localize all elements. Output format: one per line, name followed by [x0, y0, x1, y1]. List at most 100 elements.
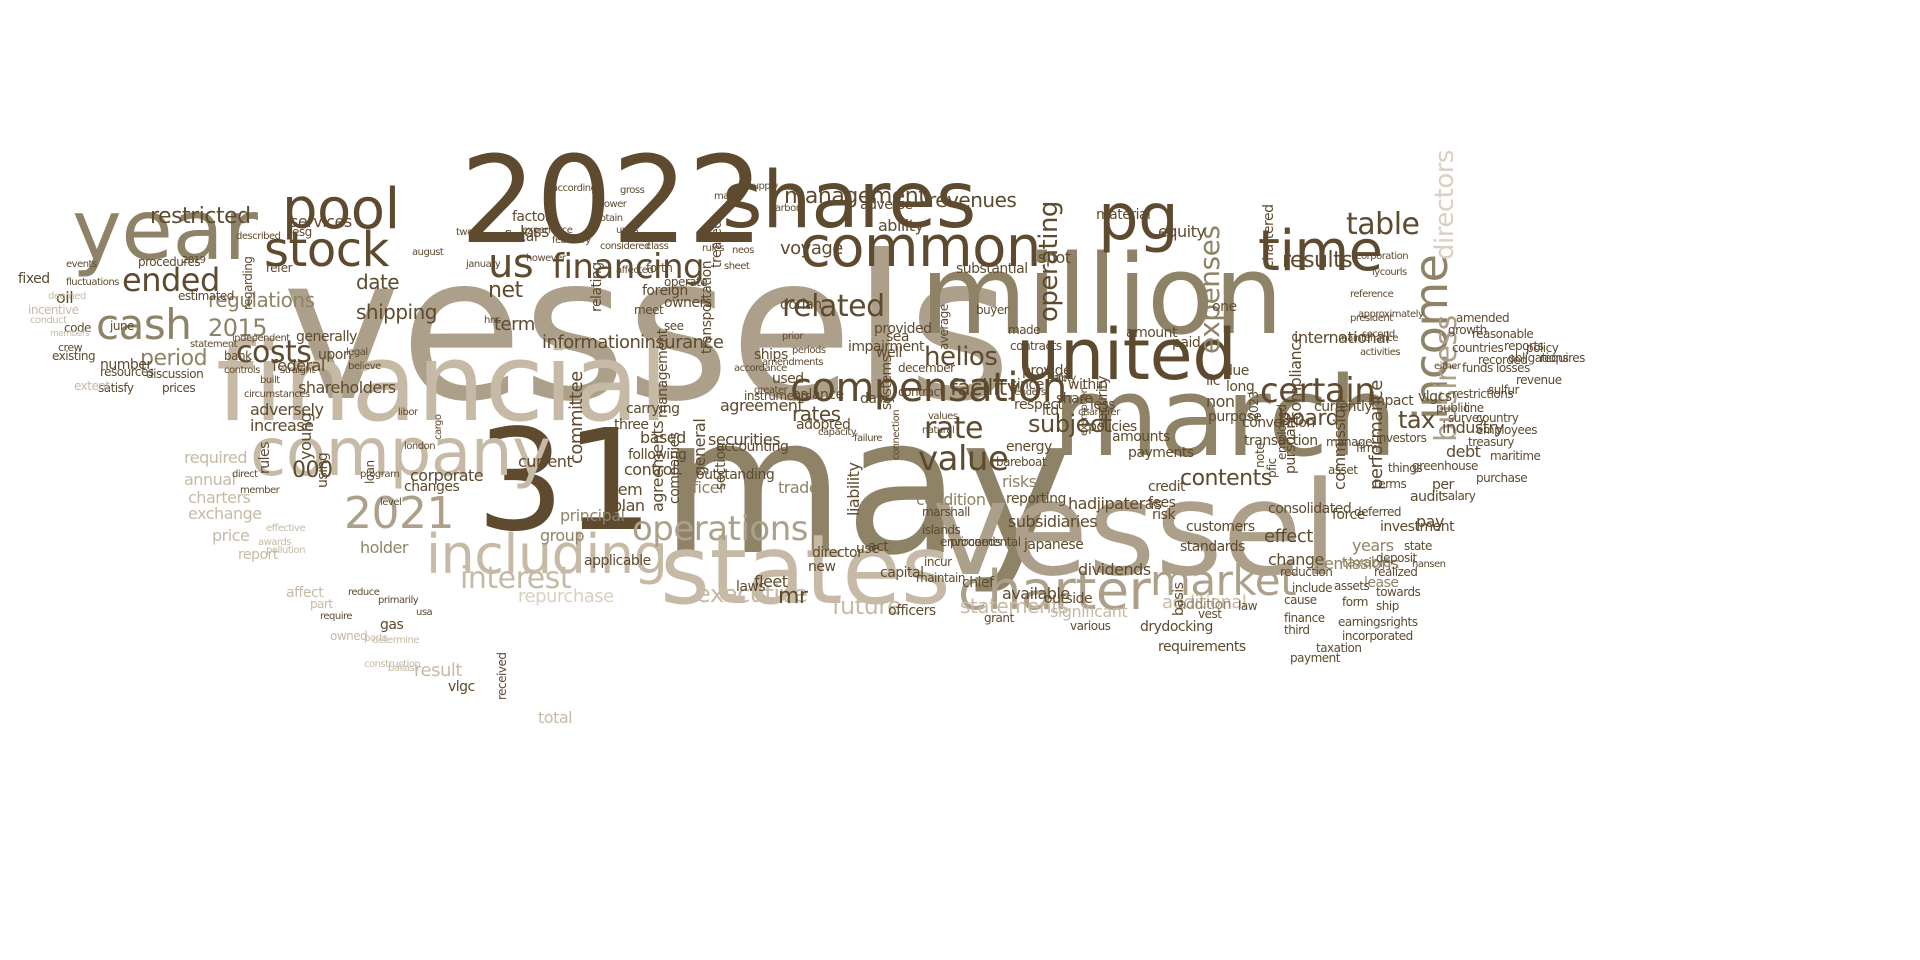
word: financing: [552, 247, 705, 287]
word: adopted: [796, 417, 851, 433]
word: code: [64, 321, 91, 335]
word: charter: [958, 559, 1151, 622]
word: either: [1434, 361, 1461, 372]
word: date: [356, 270, 400, 294]
word: shipping: [356, 300, 437, 324]
word: reduction: [1280, 565, 1333, 579]
word: reports: [1504, 339, 1544, 353]
word: management: [655, 329, 671, 418]
word: rates: [792, 402, 841, 426]
word: owned: [330, 629, 368, 643]
word: march: [1052, 353, 1398, 481]
word: common: [800, 215, 1041, 280]
word: directors: [1430, 150, 1460, 260]
word: deposit: [1376, 551, 1417, 565]
word: amended: [1456, 311, 1510, 325]
word: straight: [280, 365, 315, 376]
word: affect: [286, 585, 324, 601]
word: condition: [916, 490, 986, 509]
word: pollution: [266, 545, 306, 556]
word: stock: [264, 222, 389, 278]
word: increase: [250, 416, 314, 435]
word: average: [937, 304, 951, 350]
word: cash: [96, 300, 192, 349]
word: subsidiaries: [1008, 512, 1098, 531]
word: part: [310, 597, 333, 611]
word: upon: [318, 347, 352, 363]
word: described: [236, 231, 281, 242]
word: long: [1226, 379, 1255, 395]
word: sulfur: [1488, 383, 1519, 397]
word: dorian: [780, 297, 822, 313]
word: construction: [364, 659, 421, 670]
word: owners: [664, 295, 712, 311]
word: bareboat: [996, 455, 1047, 469]
word: gross: [620, 185, 645, 196]
word: following: [628, 447, 687, 463]
word: change: [1268, 550, 1324, 569]
word: losses: [1496, 361, 1530, 375]
word: made: [1008, 323, 1041, 337]
word: earnings: [1338, 615, 1386, 629]
word: impairment: [848, 339, 925, 355]
word: restricted: [150, 204, 251, 229]
word: fluctuations: [66, 277, 119, 288]
word: applicable: [584, 553, 651, 569]
word: helios: [924, 342, 998, 372]
word: adversely: [250, 400, 324, 419]
word: states: [660, 514, 951, 626]
word: revenues: [928, 188, 1017, 212]
word: table: [1346, 207, 1420, 242]
word: corporate: [410, 466, 484, 485]
word: incentive: [28, 303, 79, 317]
word: compensation: [790, 365, 1067, 411]
word: make: [714, 191, 740, 202]
word: 000: [292, 458, 333, 483]
word: rules: [702, 243, 725, 254]
word: fees: [1148, 495, 1176, 511]
word: maintenance: [1338, 333, 1399, 344]
word: ship: [1376, 599, 1399, 613]
word: units: [616, 225, 639, 236]
word: recorded: [1478, 353, 1528, 367]
word: 2023: [1247, 391, 1261, 420]
word: ballast: [388, 663, 418, 674]
word: interest: [460, 561, 572, 596]
word: vlgc: [448, 679, 475, 695]
word: members: [50, 329, 90, 339]
word: corporation: [1356, 251, 1409, 262]
word: pg: [1098, 181, 1179, 255]
word: item: [608, 480, 643, 499]
word: result: [414, 660, 462, 681]
word: satisfy: [98, 381, 134, 395]
word: contents: [1180, 466, 1272, 491]
word: contracts: [1010, 339, 1062, 353]
word: charters: [188, 488, 251, 507]
word: shares: [722, 156, 976, 246]
word: spot: [1038, 248, 1071, 267]
word: payments: [1128, 445, 1194, 461]
word: board: [1278, 406, 1340, 431]
word: see: [664, 319, 684, 333]
word: london: [404, 441, 436, 452]
word: experience: [522, 225, 573, 236]
word: rate: [924, 411, 983, 446]
word: approximately: [1358, 309, 1424, 320]
word: reporting: [1006, 491, 1066, 507]
word: refer: [266, 261, 293, 275]
word: company: [250, 414, 551, 491]
word: however: [526, 253, 566, 264]
word: pay: [1416, 512, 1444, 531]
word: credit: [1148, 479, 1186, 495]
word: 2022: [460, 132, 764, 271]
word: funds: [1462, 361, 1493, 375]
word: within: [1068, 377, 1108, 393]
word: growth: [1448, 323, 1487, 337]
word: include: [1292, 581, 1332, 595]
word: agreements: [648, 420, 667, 512]
word: country: [1476, 411, 1519, 425]
word: 31: [476, 400, 654, 563]
word: non: [1206, 392, 1235, 411]
word: terms: [1374, 477, 1407, 491]
word: forth: [646, 261, 673, 275]
